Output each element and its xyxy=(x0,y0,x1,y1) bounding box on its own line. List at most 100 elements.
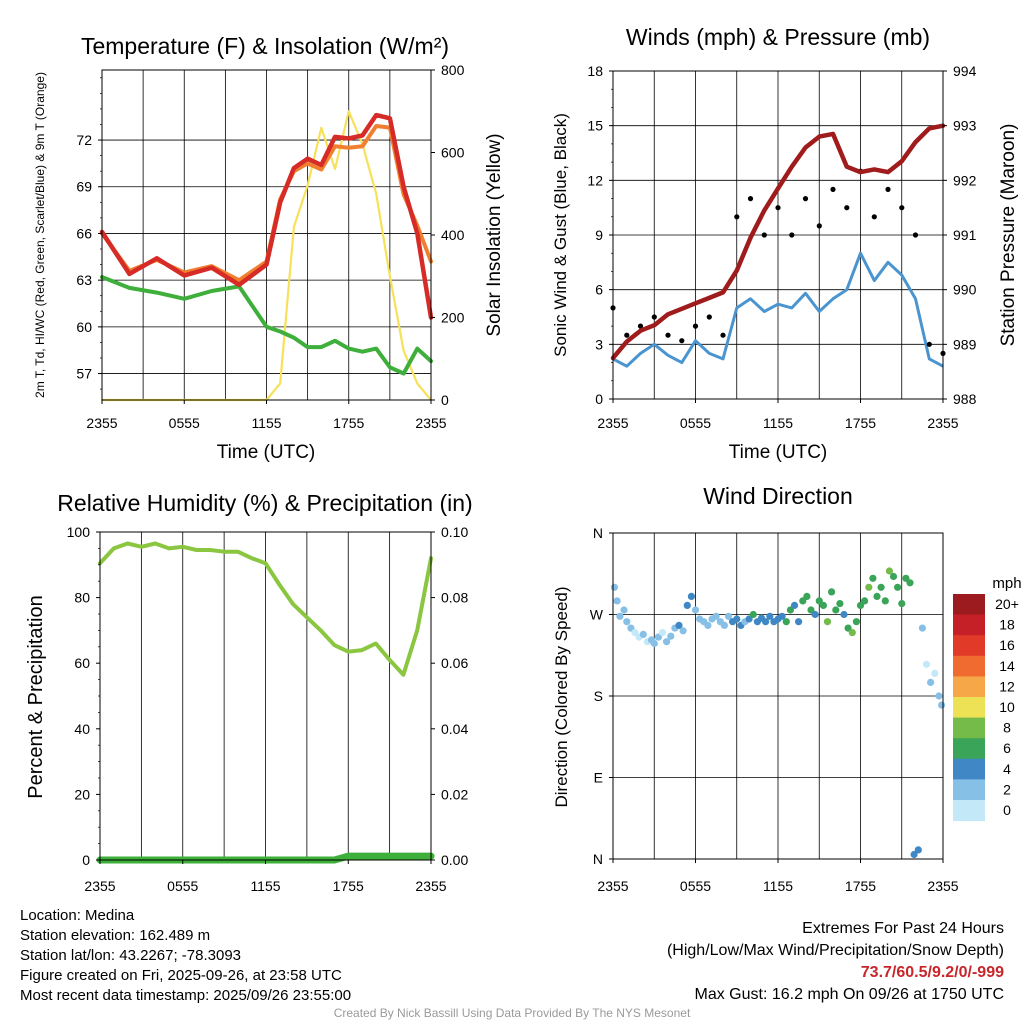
precipitation-line xyxy=(96,852,435,864)
legend-swatch xyxy=(953,676,985,698)
direction-point xyxy=(610,583,619,591)
direction-point xyxy=(914,846,922,854)
station-latlon: Station lat/lon: 43.2267; -78.3093 xyxy=(20,947,242,964)
direction-point xyxy=(623,618,631,626)
y2-tick-label: 992 xyxy=(953,172,977,188)
y2-tick-label: 0.02 xyxy=(441,786,468,802)
y2-tick-label: 991 xyxy=(953,227,977,243)
direction-point xyxy=(898,600,906,608)
gust-point xyxy=(789,232,795,238)
direction-point xyxy=(691,606,700,614)
x-tick-label: 2355 xyxy=(415,415,446,431)
gust-point xyxy=(637,323,644,329)
gust-point xyxy=(706,314,712,320)
direction-point xyxy=(613,597,621,605)
direction-point xyxy=(885,567,894,575)
gust-point xyxy=(844,205,850,211)
y2-tick-label: 0.10 xyxy=(441,524,468,540)
direction-point xyxy=(745,615,753,623)
extremes-values: 73.7/60.5/9.2/0/-999 xyxy=(860,964,1004,981)
y-tick-label: 0 xyxy=(82,852,90,868)
gust-point xyxy=(720,332,726,338)
gust-point xyxy=(747,196,754,202)
direction-point xyxy=(865,583,873,591)
gust-point xyxy=(734,214,740,220)
legend-label: 20+ xyxy=(995,596,1019,612)
legend-swatch xyxy=(953,717,985,739)
direction-point xyxy=(836,600,844,608)
direction-point xyxy=(675,621,683,630)
gust-point xyxy=(871,214,877,220)
x-tick-label: 1155 xyxy=(763,878,793,894)
y-tick-label: 100 xyxy=(67,524,91,540)
y-tick-label: 20 xyxy=(74,786,90,802)
winds-title: Winds (mph) & Pressure (mb) xyxy=(626,24,930,50)
speed-legend: 20+ 18 16 14 12 10 8 6 4 2 0 xyxy=(953,594,1019,822)
direction-point xyxy=(922,660,931,668)
legend-swatch xyxy=(953,738,985,760)
legend-label: 0 xyxy=(1003,802,1011,818)
direction-point xyxy=(786,606,795,614)
direction-point xyxy=(658,629,667,637)
x-tick-label: 0555 xyxy=(680,415,711,431)
extremes-box: Extremes For Past 24 Hours (High/Low/Max… xyxy=(667,918,1004,1006)
direction-point xyxy=(762,618,770,626)
temp-2m-line xyxy=(99,112,434,320)
direction-point xyxy=(766,612,774,620)
direction-point xyxy=(795,618,803,626)
humidity-ylabel-left: Percent & Precipitation xyxy=(25,595,47,798)
legend-swatch xyxy=(953,655,985,677)
direction-point xyxy=(683,601,691,610)
winds-panel: Winds (mph) & Pressure (mb) 2355 0555 1155… xyxy=(551,24,1019,463)
gust-point xyxy=(624,332,630,338)
direction-point xyxy=(712,612,720,620)
direction-point xyxy=(811,610,819,619)
station-location: Location: Medina xyxy=(20,907,135,924)
direction-ylabel-left: Direction (Colored By Speed) xyxy=(552,586,571,807)
x-tick-label: 1755 xyxy=(845,878,876,894)
y-tick-label: 12 xyxy=(587,172,603,188)
y-tick-label: 80 xyxy=(74,590,90,606)
gust-point xyxy=(679,338,685,344)
winds-ylabel-left: Sonic Wind & Gust (Blue, Black) xyxy=(551,113,570,357)
legend-label: 14 xyxy=(999,658,1015,674)
station-elevation: Station elevation: 162.489 m xyxy=(20,927,211,944)
direction-point xyxy=(667,632,675,640)
direction-point xyxy=(873,592,881,601)
direction-point xyxy=(720,621,729,630)
y2-tick-label: 994 xyxy=(953,63,977,79)
x-tick-label: 1755 xyxy=(845,415,876,431)
y-tick-label: 3 xyxy=(595,336,603,352)
x-tick-label: 0555 xyxy=(680,878,711,894)
y-tick-label: 9 xyxy=(595,227,603,243)
x-tick-label: 1155 xyxy=(250,878,280,894)
direction-point xyxy=(832,606,840,614)
temperature-panel: Temperature (F) & Insolation (W/m²) 2355… xyxy=(33,33,505,463)
speed-legend-title: mph xyxy=(992,575,1021,592)
legend-swatch xyxy=(953,635,985,657)
direction-point xyxy=(749,610,757,619)
y-tick-label: 6 xyxy=(595,282,603,298)
direction-point xyxy=(639,630,647,639)
direction-point xyxy=(881,597,889,605)
humidity-panel: Relative Humidity (%) & Precipitation (i… xyxy=(25,490,473,894)
direction-point xyxy=(687,592,696,601)
y-tick-label: 57 xyxy=(76,366,92,382)
y2-tick-label: 200 xyxy=(441,310,465,326)
temperature-title: Temperature (F) & Insolation (W/m²) xyxy=(81,33,449,59)
gust-point xyxy=(651,314,657,320)
gust-point xyxy=(802,196,809,202)
most-recent-timestamp: Most recent data timestamp: 2025/09/26 2… xyxy=(20,987,352,1004)
gust-point xyxy=(926,341,932,347)
y2-tick-label: 993 xyxy=(953,118,977,134)
direction-point xyxy=(910,850,918,859)
direction-point xyxy=(840,610,848,619)
temperature-ylabel-right: Solar Insolation (Yellow) xyxy=(484,133,505,336)
x-tick-label: 1755 xyxy=(333,415,364,431)
direction-point xyxy=(918,624,927,632)
y-tick-label: 15 xyxy=(587,118,603,134)
gust-point xyxy=(816,223,822,229)
x-tick-label: 1755 xyxy=(333,878,364,894)
direction-point xyxy=(819,601,828,610)
